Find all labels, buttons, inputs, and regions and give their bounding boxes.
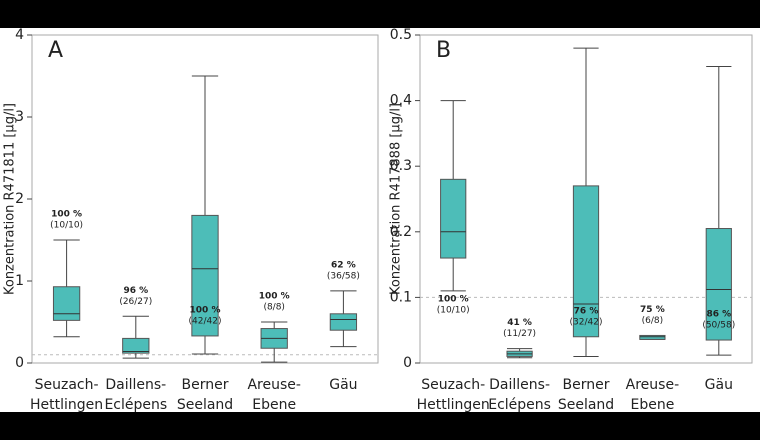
percent-label: 75 % bbox=[640, 305, 665, 315]
y-tick-label: 0 bbox=[403, 355, 412, 371]
box bbox=[329, 313, 358, 331]
x-tick-label: Seuzach- bbox=[35, 377, 99, 393]
y-tick-label: 4 bbox=[15, 27, 24, 43]
count-label: (42/42) bbox=[189, 316, 222, 326]
y-tick-label: 0.4 bbox=[390, 93, 412, 109]
box bbox=[440, 178, 467, 259]
y-tick-label: 0.1 bbox=[390, 289, 412, 305]
top-bar bbox=[0, 0, 760, 28]
count-label: (26/27) bbox=[119, 297, 152, 307]
bottom-bar bbox=[0, 412, 760, 440]
x-tick-label: Seeland bbox=[558, 397, 614, 413]
count-label: (32/42) bbox=[570, 317, 603, 327]
count-label: (11/27) bbox=[503, 329, 536, 339]
x-tick-label: Gäu bbox=[329, 377, 357, 393]
x-tick-label: Berner bbox=[182, 377, 229, 393]
percent-label: 100 % bbox=[51, 210, 82, 220]
x-tick-label: Ebene bbox=[630, 397, 674, 413]
count-label: (36/58) bbox=[327, 271, 360, 281]
y-tick-label: 0.2 bbox=[390, 224, 412, 240]
plot-frame bbox=[419, 34, 753, 364]
x-tick-label: Eclépens bbox=[104, 397, 167, 413]
box bbox=[52, 286, 81, 321]
x-tick-label: Ebene bbox=[252, 397, 296, 413]
count-label: (10/10) bbox=[437, 305, 470, 315]
percent-label: 86 % bbox=[706, 310, 731, 320]
y-axis-label: Konzentration R471811 [µg/l] bbox=[3, 103, 18, 295]
y-tick-label: 0 bbox=[15, 355, 24, 371]
percent-label: 76 % bbox=[574, 306, 599, 316]
x-tick-label: Eclépens bbox=[488, 397, 551, 413]
count-label: (6/8) bbox=[642, 316, 664, 326]
x-tick-label: Hettlingen bbox=[30, 397, 103, 413]
percent-label: 41 % bbox=[507, 318, 532, 328]
y-axis-label: Konzentration R417888 [µg/l] bbox=[389, 103, 404, 295]
count-label: (10/10) bbox=[50, 221, 83, 231]
canvas bbox=[0, 28, 760, 412]
y-tick-label: 0.3 bbox=[390, 158, 412, 174]
panel-label: A bbox=[48, 38, 63, 63]
percent-label: 96 % bbox=[123, 286, 148, 296]
x-tick-label: Gäu bbox=[705, 377, 733, 393]
percent-label: 62 % bbox=[331, 260, 356, 270]
box bbox=[705, 228, 732, 341]
percent-label: 100 % bbox=[438, 294, 469, 304]
y-tick-label: 2 bbox=[15, 191, 24, 207]
x-tick-label: Berner bbox=[563, 377, 610, 393]
y-tick-label: 3 bbox=[15, 109, 24, 125]
x-tick-label: Hettlingen bbox=[417, 397, 490, 413]
count-label: (8/8) bbox=[263, 303, 285, 313]
x-tick-label: Areuse- bbox=[626, 377, 679, 393]
count-label: (50/58) bbox=[702, 321, 735, 331]
percent-label: 100 % bbox=[190, 305, 221, 315]
box bbox=[572, 185, 600, 338]
panel-label: B bbox=[436, 38, 451, 63]
box bbox=[639, 334, 666, 340]
x-tick-label: Daillens- bbox=[489, 377, 550, 393]
x-tick-label: Areuse- bbox=[247, 377, 300, 393]
box bbox=[122, 337, 150, 354]
x-tick-label: Daillens- bbox=[105, 377, 166, 393]
x-tick-label: Seeland bbox=[177, 397, 233, 413]
percent-label: 100 % bbox=[259, 292, 290, 302]
y-tick-label: 0.5 bbox=[390, 27, 412, 43]
y-tick-label: 1 bbox=[15, 273, 24, 289]
x-tick-label: Seuzach- bbox=[421, 377, 485, 393]
box bbox=[191, 214, 219, 337]
